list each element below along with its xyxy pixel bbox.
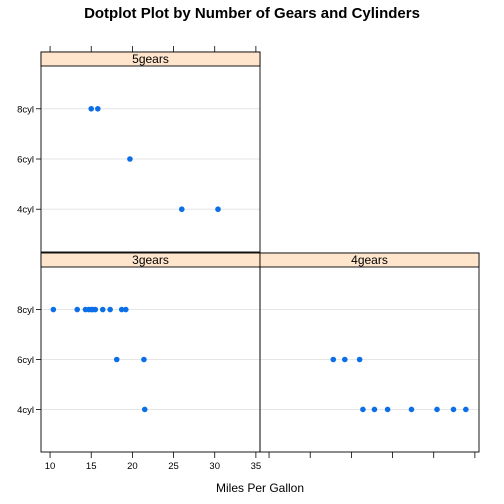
- strip-label: 5gears: [132, 52, 169, 66]
- data-point: [99, 306, 106, 313]
- panels-layer: 5gears 3gears 4gears: [40, 51, 480, 453]
- strip-label: 4gears: [351, 253, 388, 267]
- y-tick-label: 6cyl: [17, 355, 34, 366]
- data-point: [113, 356, 120, 363]
- data-point: [95, 105, 101, 112]
- strip-label: 3gears: [132, 253, 169, 267]
- y-tick-label: 6cyl: [17, 155, 34, 166]
- x-tick-label: 20: [127, 461, 138, 472]
- x-tick-label: 35: [251, 461, 262, 472]
- data-point: [463, 406, 469, 413]
- data-point: [88, 105, 95, 112]
- x-tick-label: 10: [45, 461, 56, 472]
- data-point: [123, 306, 129, 313]
- data-point: [360, 406, 366, 413]
- data-point: [408, 406, 415, 413]
- data-point: [127, 156, 133, 162]
- x-axis-label: Miles Per Gallon: [216, 481, 304, 495]
- panel-border: [40, 51, 261, 253]
- data-point: [450, 406, 457, 413]
- data-point: [118, 306, 125, 313]
- strip-5gears: [40, 51, 261, 67]
- panel-5gears: 5gears: [40, 51, 261, 253]
- data-point: [141, 356, 147, 363]
- panel-4gears: 4gears: [259, 252, 480, 453]
- y-tick-label: 8cyl: [17, 104, 34, 115]
- strip-4gears: [259, 252, 480, 268]
- x-tick-label: 15: [86, 461, 97, 472]
- panel-border: [40, 252, 261, 453]
- data-point: [215, 206, 221, 213]
- data-point: [50, 306, 57, 313]
- y-tick-label: 4cyl: [17, 405, 34, 416]
- y-tick-label: 4cyl: [17, 205, 34, 216]
- panel-3gears: 3gears: [40, 252, 261, 453]
- data-point: [74, 306, 81, 313]
- data-point: [356, 356, 363, 363]
- data-point: [92, 306, 99, 313]
- data-point: [330, 356, 337, 363]
- data-point: [178, 206, 185, 213]
- axes-layer: 4cyl 6cyl 8cyl 4cyl 6cyl 8cyl 10 15 20 25 30 35: [17, 46, 476, 472]
- panel-border: [259, 252, 480, 453]
- x-tick-label: 25: [168, 461, 179, 472]
- y-tick-label: 8cyl: [17, 305, 34, 316]
- data-point: [141, 406, 148, 413]
- data-point: [342, 356, 348, 363]
- chart-title: Dotplot Plot by Number of Gears and Cyli…: [84, 5, 420, 22]
- data-point: [384, 406, 391, 413]
- data-point: [107, 306, 113, 313]
- data-point: [434, 406, 440, 413]
- x-tick-label: 30: [209, 461, 220, 472]
- data-point: [371, 406, 378, 413]
